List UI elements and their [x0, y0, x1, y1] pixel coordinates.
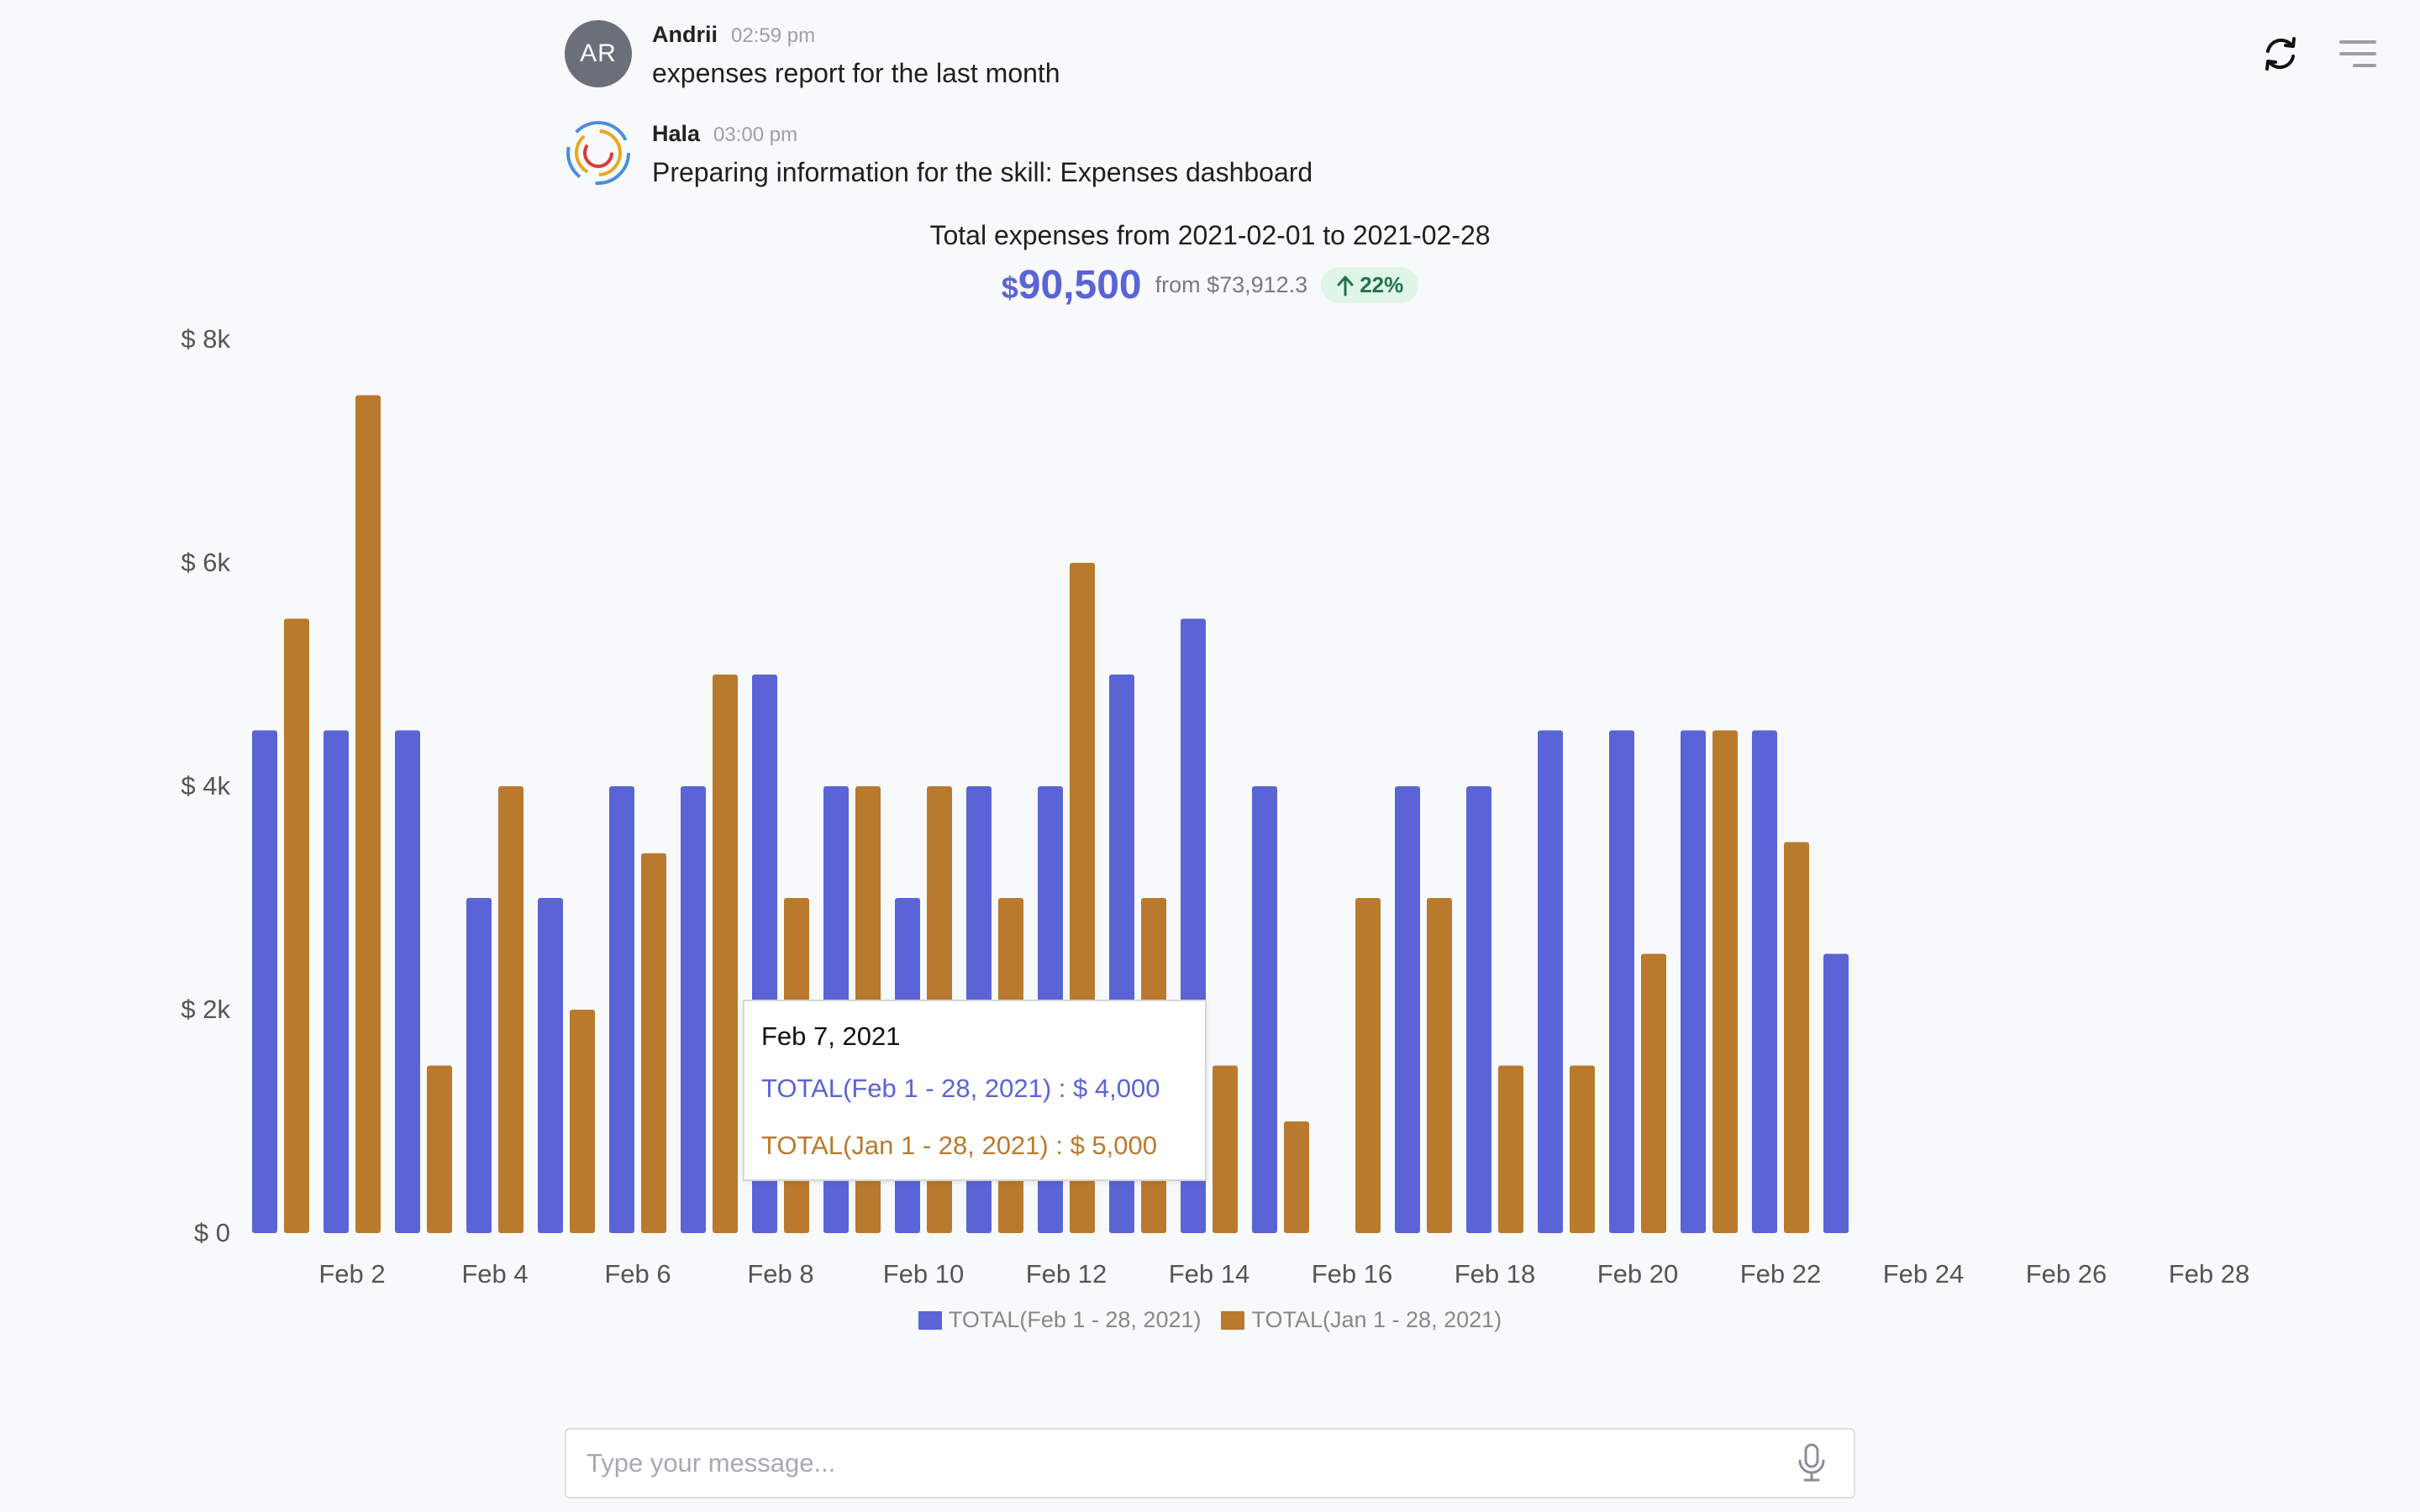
message-input-bar — [565, 1428, 1855, 1499]
bar-previous[interactable] — [570, 1010, 595, 1233]
expenses-bar-chart: $ 0 $ 2k $ 4k $ 6k $ 8k Feb 2 Feb 4 Feb 6 Feb 8 F… — [181, 324, 2250, 1289]
x-tick-label: Feb 24 — [1883, 1259, 1965, 1289]
bar-previous[interactable] — [284, 618, 309, 1234]
sender-name: Hala — [652, 121, 701, 146]
tooltip-row-current: TOTAL(Feb 1 - 28, 2021) : $ 4,000 — [761, 1074, 1160, 1103]
bar-current[interactable] — [395, 730, 420, 1234]
amount-value: 90,500 — [1018, 263, 1142, 307]
message-time: 03:00 pm — [713, 123, 798, 146]
bar-previous[interactable] — [355, 395, 381, 1234]
summary-title: Total expenses from 2021-02-01 to 2021-0… — [929, 220, 1491, 250]
bar-current[interactable] — [681, 786, 706, 1233]
bar-current[interactable] — [1681, 730, 1706, 1234]
legend-item-previous[interactable]: TOTAL(Jan 1 - 28, 2021) — [1221, 1307, 1502, 1333]
y-tick-label: $ 8k — [181, 324, 230, 354]
legend-label: TOTAL(Feb 1 - 28, 2021) — [948, 1307, 1202, 1332]
x-tick-label: Feb 28 — [2169, 1259, 2250, 1289]
bar-current[interactable] — [1395, 786, 1420, 1233]
x-tick-label: Feb 4 — [461, 1259, 528, 1289]
bar-previous[interactable] — [1213, 1065, 1238, 1234]
total-amount: $90,500 — [1002, 262, 1142, 308]
change-value: 22% — [1360, 272, 1404, 297]
change-badge: 22% — [1321, 267, 1419, 303]
bar-current[interactable] — [538, 898, 563, 1233]
message-time: 02:59 pm — [731, 24, 816, 47]
legend-label: TOTAL(Jan 1 - 28, 2021) — [1251, 1307, 1502, 1332]
message-header: Andrii 02:59 pm — [652, 22, 1060, 48]
bar-previous[interactable] — [1427, 898, 1452, 1233]
bar-previous[interactable] — [427, 1065, 452, 1234]
bar-previous[interactable] — [1284, 1121, 1309, 1233]
x-tick-label: Feb 2 — [318, 1259, 385, 1289]
avatar: AR — [565, 20, 632, 87]
microphone-icon[interactable] — [1786, 1438, 1837, 1488]
bar-current[interactable] — [1252, 786, 1277, 1233]
chart-tooltip: Feb 7, 2021 TOTAL(Feb 1 - 28, 2021) : $ … — [743, 1000, 1207, 1181]
bar-current[interactable] — [1609, 730, 1634, 1234]
chart-legend: TOTAL(Feb 1 - 28, 2021) TOTAL(Jan 1 - 28… — [0, 1307, 2420, 1333]
message-body: Hala 03:00 pm Preparing information for … — [652, 119, 1313, 188]
y-tick-label: $ 0 — [194, 1218, 230, 1247]
tooltip-date: Feb 7, 2021 — [761, 1021, 901, 1051]
bar-previous[interactable] — [641, 853, 666, 1233]
x-tick-label: Feb 18 — [1455, 1259, 1536, 1289]
bar-previous[interactable] — [713, 675, 738, 1233]
x-tick-label: Feb 20 — [1597, 1259, 1679, 1289]
message-header: Hala 03:00 pm — [652, 121, 1313, 147]
y-tick-label: $ 2k — [181, 995, 230, 1024]
x-tick-label: Feb 6 — [604, 1259, 671, 1289]
x-tick-label: Feb 22 — [1740, 1259, 1822, 1289]
x-tick-label: Feb 8 — [747, 1259, 813, 1289]
bar-current[interactable] — [466, 898, 492, 1233]
arrow-up-icon — [1337, 276, 1354, 296]
bar-current[interactable] — [252, 730, 277, 1234]
bar-previous[interactable] — [1712, 730, 1738, 1234]
tooltip-row-previous: TOTAL(Jan 1 - 28, 2021) : $ 5,000 — [761, 1131, 1158, 1160]
top-toolbar — [2259, 32, 2380, 76]
bar-previous[interactable] — [1784, 842, 1809, 1234]
legend-swatch — [1221, 1310, 1245, 1330]
y-tick-label: $ 6k — [181, 548, 230, 577]
message-text: Preparing information for the skill: Exp… — [652, 157, 1313, 187]
bar-previous[interactable] — [1498, 1065, 1523, 1234]
summary-line: $90,500 from $73,912.3 22% — [0, 262, 2420, 308]
chat-message-bot: Hala 03:00 pm Preparing information for … — [565, 119, 1313, 188]
message-text: expenses report for the last month — [652, 58, 1060, 88]
menu-icon[interactable] — [2336, 32, 2380, 76]
x-tick-label: Feb 12 — [1026, 1259, 1107, 1289]
refresh-icon[interactable] — [2259, 32, 2302, 76]
currency-symbol: $ — [1001, 270, 1018, 305]
message-body: Andrii 02:59 pm expenses report for the … — [652, 20, 1060, 89]
bar-previous[interactable] — [1641, 953, 1666, 1234]
message-input[interactable] — [566, 1429, 1786, 1498]
bar-current[interactable] — [1466, 786, 1491, 1233]
bar-current[interactable] — [1752, 730, 1777, 1234]
x-tick-label: Feb 16 — [1312, 1259, 1393, 1289]
bar-previous[interactable] — [498, 786, 523, 1233]
previous-amount: from $73,912.3 — [1155, 272, 1308, 297]
bar-previous[interactable] — [1355, 898, 1381, 1233]
legend-item-current[interactable]: TOTAL(Feb 1 - 28, 2021) — [918, 1307, 1202, 1333]
chat-message-user: AR Andrii 02:59 pm expenses report for t… — [565, 20, 1060, 89]
x-tick-label: Feb 10 — [883, 1259, 965, 1289]
avatar-initials: AR — [580, 39, 617, 67]
bar-current[interactable] — [1538, 730, 1563, 1234]
bar-current[interactable] — [1823, 953, 1849, 1234]
x-tick-label: Feb 26 — [2026, 1259, 2107, 1289]
sender-name: Andrii — [652, 22, 718, 47]
logo-icon — [565, 119, 632, 186]
bar-previous[interactable] — [1570, 1065, 1595, 1234]
bar-current[interactable] — [324, 730, 349, 1234]
legend-swatch — [918, 1310, 942, 1330]
x-tick-label: Feb 14 — [1169, 1259, 1250, 1289]
bar-current[interactable] — [609, 786, 634, 1233]
y-tick-label: $ 4k — [181, 771, 230, 801]
